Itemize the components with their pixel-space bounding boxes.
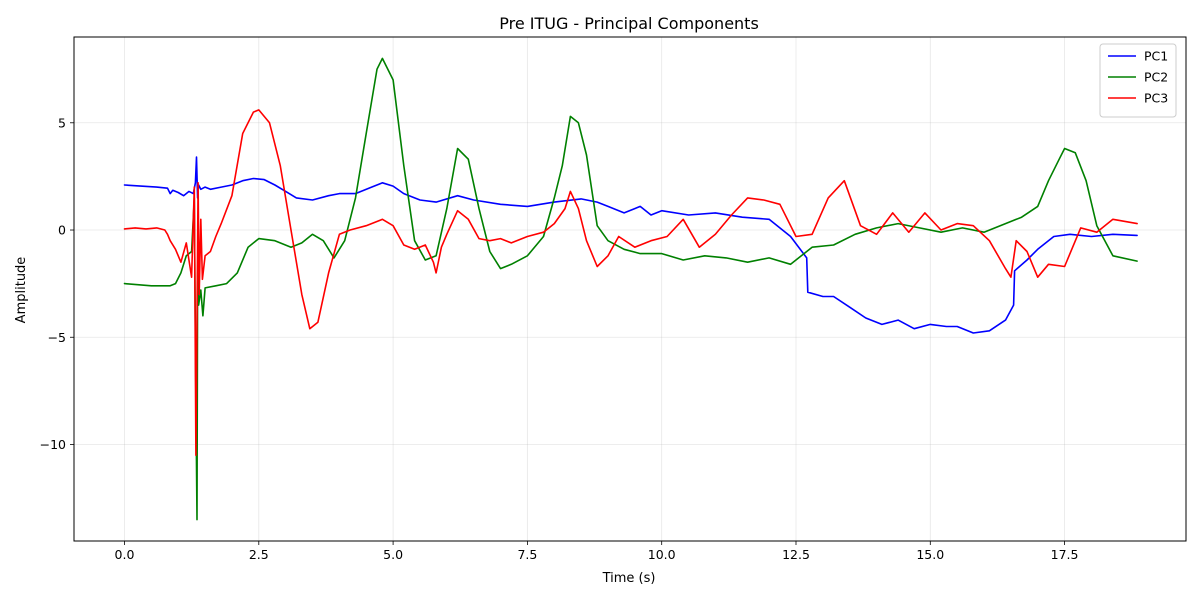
legend-label-pc3: PC3: [1144, 91, 1168, 106]
x-tick-label: 15.0: [916, 547, 944, 562]
x-tick-label: 10.0: [648, 547, 676, 562]
x-tick-label: 12.5: [782, 547, 810, 562]
x-tick-label: 0.0: [115, 547, 135, 562]
legend: PC1 PC2 PC3: [1099, 43, 1177, 118]
y-tick-label: −10: [40, 437, 66, 452]
series-line-pc2: [123, 57, 1138, 521]
plot-frame: [73, 36, 1187, 542]
y-tick-label: −5: [48, 330, 66, 345]
y-axis-label: Amplitude: [14, 257, 29, 324]
y-tick-label: 5: [58, 115, 66, 130]
legend-label-pc2: PC2: [1144, 70, 1168, 85]
grid-layer: [74, 37, 1186, 541]
x-tick-label: 2.5: [249, 547, 269, 562]
series-line-pc3: [123, 109, 1138, 457]
x-tick-label: 17.5: [1051, 547, 1079, 562]
chart-title: Pre ITUG - Principal Components: [499, 14, 759, 33]
x-axis-label: Time (s): [602, 571, 656, 586]
legend-label-pc1: PC1: [1144, 49, 1168, 64]
x-tick-label: 7.5: [517, 547, 537, 562]
y-tick-label: 0: [58, 223, 66, 238]
series-layer: [123, 57, 1138, 521]
x-tick-label: 5.0: [383, 547, 403, 562]
tick-layer: 0.0 2.5 5.0 7.5 10.0 12.5 15.0 17.5 5 0 −5 −10: [40, 115, 1079, 562]
